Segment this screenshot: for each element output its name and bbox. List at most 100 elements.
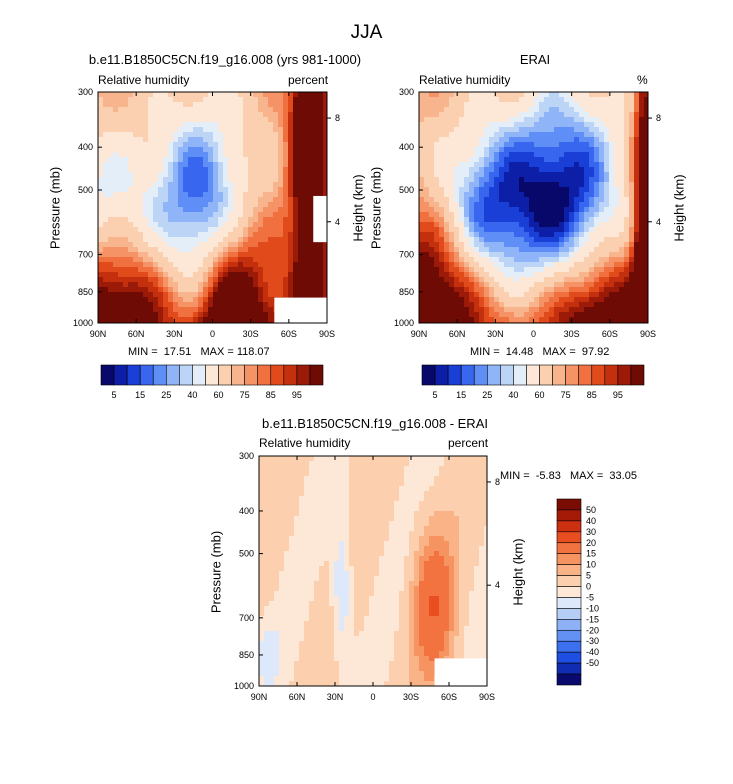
colorbar3-box (556, 553, 582, 565)
panel3-left-label: Relative humidity (259, 436, 351, 450)
colorbar3-box (556, 498, 582, 511)
colorbar2-label: 95 (613, 390, 623, 400)
colorbar3-label: -10 (586, 603, 599, 613)
colorbar1-label: 15 (135, 390, 145, 400)
colorbar1-box (139, 364, 154, 386)
colorbar1-label: 5 (112, 390, 117, 400)
x-tick-label: 90S (640, 329, 656, 339)
colorbar3-label: 0 (586, 582, 591, 592)
colorbar3-box (556, 564, 582, 576)
colorbar2-box (604, 364, 619, 386)
y-tick-label: 300 (78, 87, 93, 97)
panel2-stats: MIN = 14.48 MAX = 97.92 (470, 346, 610, 358)
y-tick-label: 400 (239, 506, 254, 516)
colorbar1-box (179, 364, 193, 386)
colorbar3-box (556, 542, 582, 555)
x-tick-label: 90S (479, 692, 495, 702)
y-tick-label: 300 (239, 451, 254, 461)
y-tick-label: 1000 (234, 681, 254, 691)
colorbar3-label: 20 (586, 538, 596, 548)
colorbar1-box (165, 364, 180, 386)
height-tick-label: 4 (656, 217, 661, 227)
x-tick-label: 60S (441, 692, 457, 702)
panel2-title: ERAI (519, 52, 551, 67)
x-tick-label: 0 (370, 692, 375, 702)
colorbar1-label: 25 (161, 390, 171, 400)
colorbar2-box (421, 364, 436, 386)
colorbar2-label: 75 (561, 390, 571, 400)
y-tick-label: 1000 (73, 318, 93, 328)
height-tick-label: 8 (656, 113, 661, 123)
x-tick-label: 60N (449, 329, 466, 339)
colorbar2-box (552, 364, 566, 386)
x-tick-label: 30N (166, 329, 183, 339)
height-tick-label: 8 (495, 477, 500, 487)
y-tick-label: 700 (399, 250, 414, 260)
colorbar2-box (434, 364, 449, 386)
panel3-title: b.e11.B1850C5CN.f19_g16.008 - ERAI (262, 416, 488, 431)
colorbar2-label: 85 (587, 390, 597, 400)
panel1-contour-field (98, 92, 328, 324)
main-title: JJA (350, 22, 383, 43)
colorbar1-box (309, 364, 324, 386)
colorbar1-box (257, 364, 272, 386)
x-tick-label: 30N (327, 692, 344, 702)
colorbar1-box (244, 364, 259, 386)
colorbar2-box (617, 364, 632, 386)
y-tick-label: 700 (239, 613, 254, 623)
x-tick-label: 60S (281, 329, 297, 339)
x-tick-label: 60S (602, 329, 618, 339)
colorbar3-box (556, 520, 582, 533)
colorbar3-box (556, 509, 582, 522)
x-tick-label: 90S (319, 329, 335, 339)
colorbar3-label: -20 (586, 625, 599, 635)
colorbar1-box (296, 364, 311, 386)
colorbar2-box (539, 364, 553, 386)
colorbar3-box (556, 597, 582, 609)
colorbar3-box (556, 531, 582, 544)
height-tick-label: 4 (495, 580, 500, 590)
colorbar2-label: 5 (433, 390, 438, 400)
colorbar3-box (556, 629, 582, 642)
missing-data-region (313, 195, 327, 243)
colorbar2-box (630, 364, 645, 386)
colorbar3-label: 15 (586, 549, 596, 559)
y-tick-label: 500 (399, 185, 414, 195)
colorbar2-label: 15 (456, 390, 466, 400)
y-tick-label: 850 (399, 287, 414, 297)
colorbar2-box (500, 364, 514, 386)
panel2-left-label: Relative humidity (419, 73, 511, 87)
colorbar3-box (556, 619, 582, 631)
panel2-contour-field (419, 92, 649, 324)
colorbar2-label: 60 (535, 390, 545, 400)
colorbar3-label: 40 (586, 516, 596, 526)
height-tick-label: 8 (335, 113, 340, 123)
y-tick-label: 300 (399, 87, 414, 97)
colorbar3-label: -50 (586, 658, 599, 668)
colorbar1-label: 95 (292, 390, 302, 400)
y-tick-label: 850 (78, 287, 93, 297)
colorbar3-box (556, 586, 582, 598)
x-tick-label: 90N (411, 329, 428, 339)
colorbar3-label: -30 (586, 636, 599, 646)
colorbar1-box (231, 364, 245, 386)
colorbar1-label: 75 (240, 390, 250, 400)
panel3-stats: MIN = -5.83 MAX = 33.05 (500, 470, 637, 482)
y-tick-label: 1000 (394, 318, 414, 328)
panel3-contour-field (259, 456, 488, 687)
colorbar1-box (152, 364, 167, 386)
x-tick-label: 30S (243, 329, 259, 339)
colorbar1-box (270, 364, 285, 386)
colorbar3-box (556, 575, 582, 587)
panel1-left-label: Relative humidity (98, 73, 190, 87)
x-tick-label: 30N (487, 329, 504, 339)
colorbar2-box (460, 364, 475, 386)
panel2-right-label: % (637, 73, 648, 87)
y-tick-label: 500 (78, 185, 93, 195)
colorbar3-label: -15 (586, 614, 599, 624)
colorbar1-label: 60 (214, 390, 224, 400)
y-tick-label: 700 (78, 250, 93, 260)
colorbar2-box (526, 364, 540, 386)
colorbar3-label: 5 (586, 571, 591, 581)
